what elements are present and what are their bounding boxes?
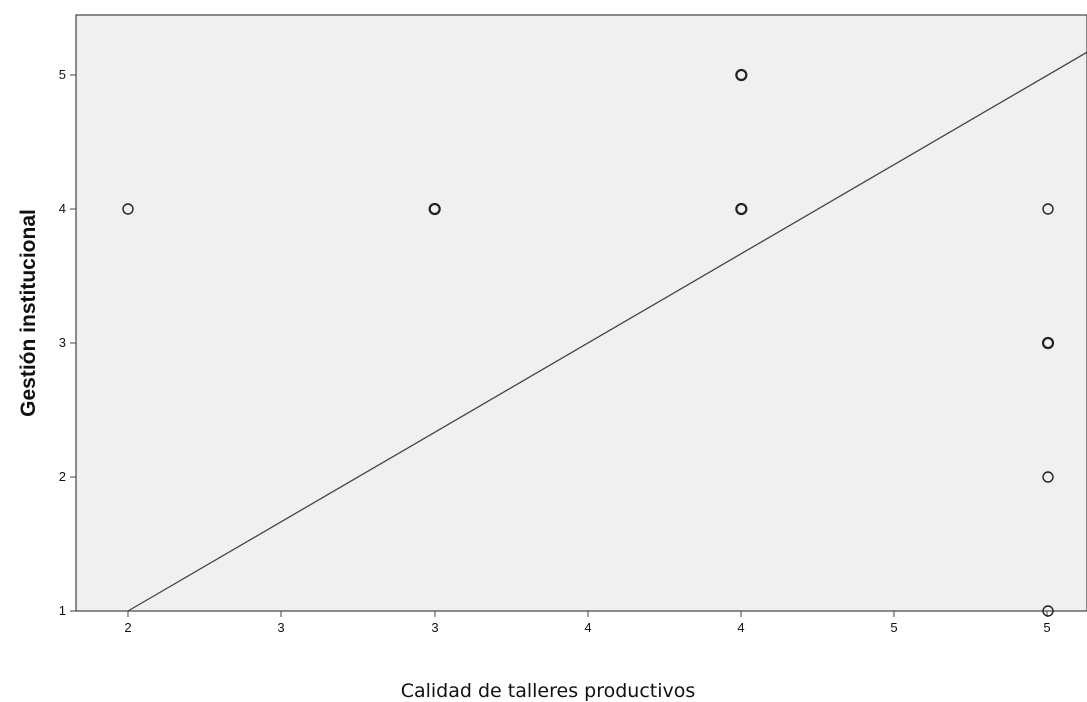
data-point [1042, 203, 1054, 215]
data-point [1042, 471, 1054, 483]
data-points [122, 68, 1055, 617]
y-tick-label: 5 [59, 67, 66, 82]
x-tick-label: 3 [431, 620, 438, 635]
data-point [735, 68, 748, 82]
data-point [428, 202, 441, 216]
data-point [1041, 336, 1055, 350]
y-tick-label: 2 [59, 469, 66, 484]
x-tick-label: 4 [584, 620, 591, 635]
x-tick-label: 3 [277, 620, 284, 635]
y-axis: 1 2 3 4 5 [59, 67, 76, 618]
plot-area [75, 14, 1087, 612]
x-axis-title: Calidad de talleres productivos [401, 680, 696, 702]
data-point [122, 203, 134, 215]
data-point [1042, 605, 1054, 617]
y-tick-label: 3 [59, 335, 66, 350]
fit-line-group [127, 51, 1087, 612]
x-tick-label: 4 [737, 620, 744, 635]
y-tick-label: 1 [59, 603, 66, 618]
x-tick-label: 2 [124, 620, 131, 635]
y-axis-title: Gestión institucional [17, 209, 40, 417]
data-point [735, 202, 748, 216]
fit-line [127, 51, 1087, 612]
x-axis: 2 3 3 4 4 5 5 [124, 611, 1051, 635]
x-tick-label: 5 [890, 620, 897, 635]
y-tick-label: 4 [59, 201, 66, 216]
x-tick-label: 5 [1043, 620, 1050, 635]
